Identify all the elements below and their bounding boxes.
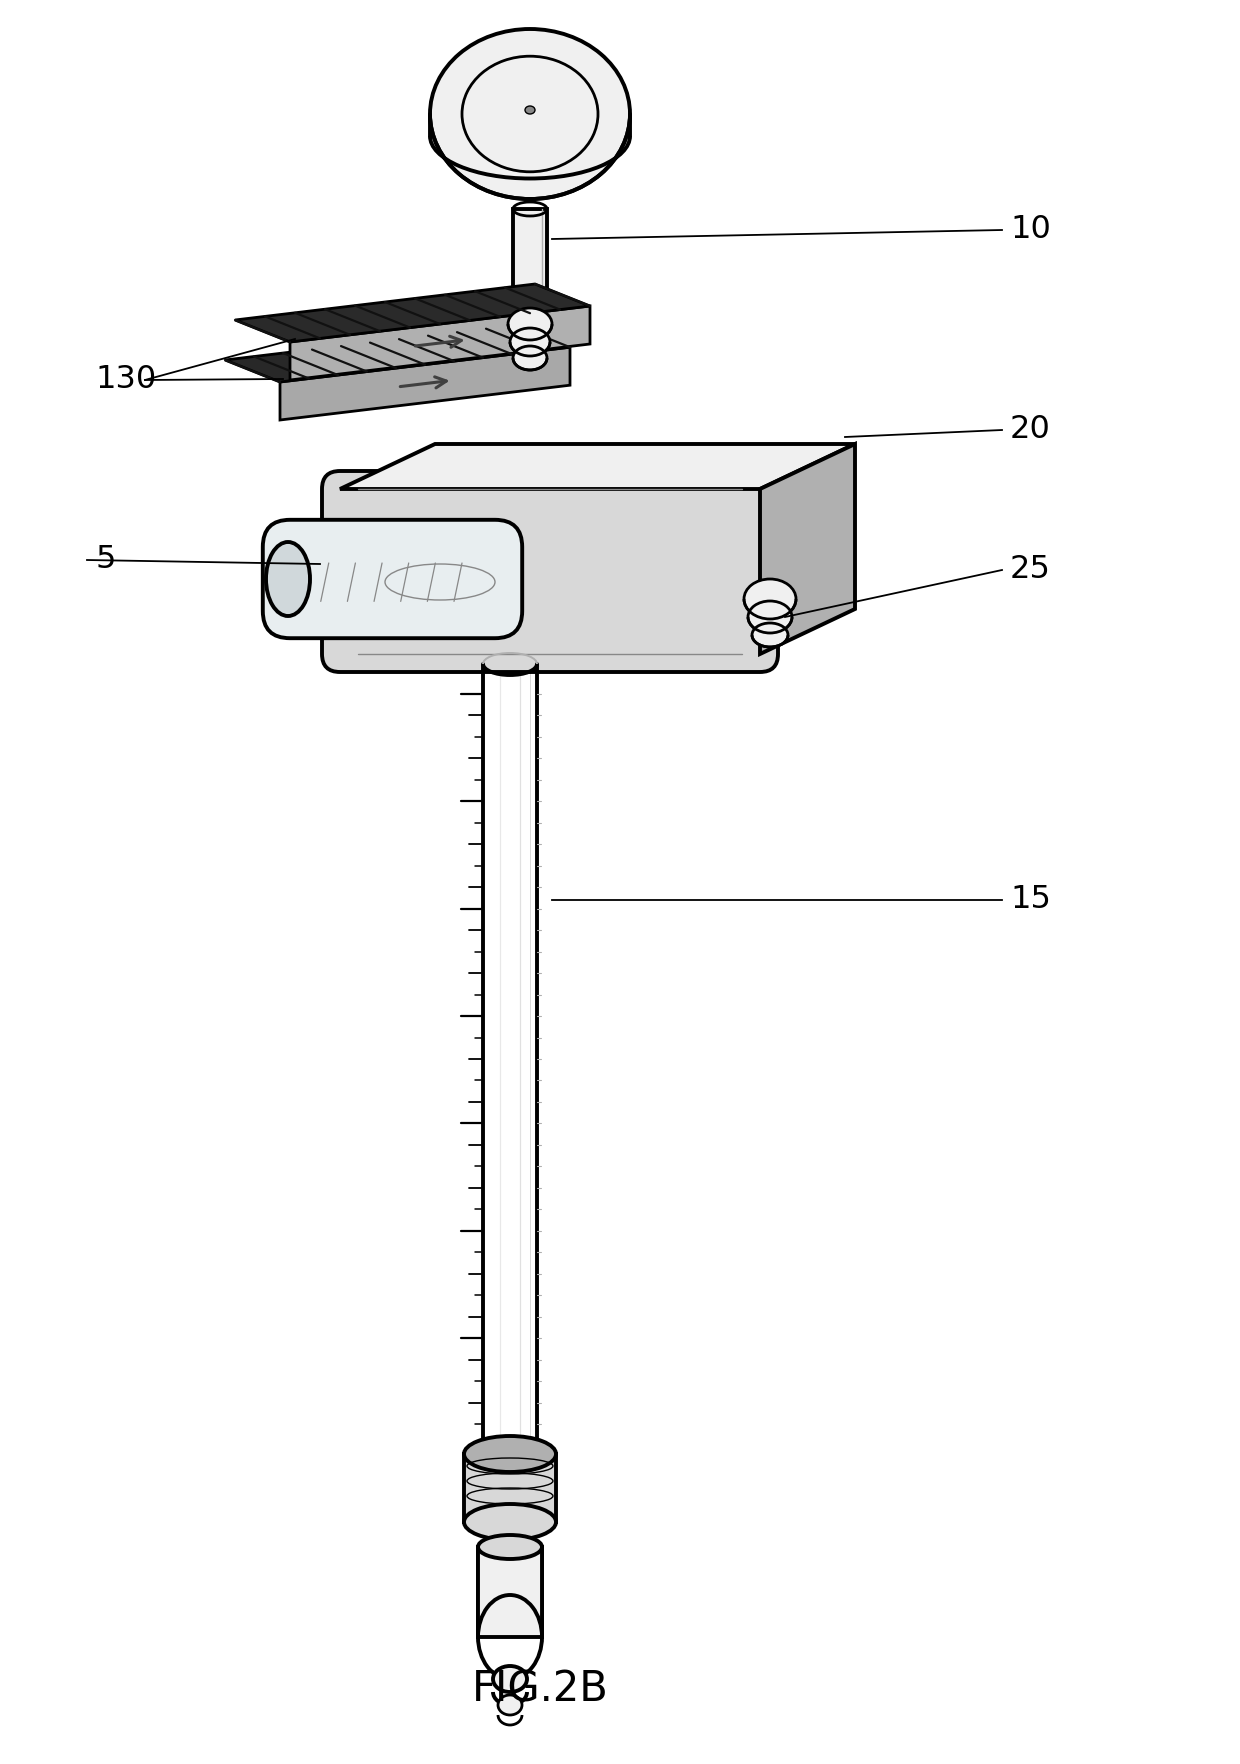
Text: 25: 25 bbox=[1011, 554, 1050, 586]
Ellipse shape bbox=[744, 579, 796, 619]
Ellipse shape bbox=[513, 346, 547, 370]
Ellipse shape bbox=[464, 1505, 556, 1540]
Polygon shape bbox=[477, 1547, 542, 1637]
Ellipse shape bbox=[430, 28, 630, 199]
Ellipse shape bbox=[494, 1665, 527, 1692]
Ellipse shape bbox=[525, 106, 534, 115]
Text: 5: 5 bbox=[95, 545, 115, 575]
Ellipse shape bbox=[508, 309, 552, 340]
Text: 20: 20 bbox=[1011, 415, 1050, 446]
Polygon shape bbox=[236, 284, 590, 342]
Ellipse shape bbox=[489, 1538, 532, 1556]
FancyBboxPatch shape bbox=[270, 527, 350, 632]
Polygon shape bbox=[290, 305, 590, 379]
Text: 130: 130 bbox=[95, 365, 156, 395]
Polygon shape bbox=[464, 1454, 556, 1522]
Polygon shape bbox=[280, 348, 570, 420]
FancyBboxPatch shape bbox=[263, 520, 522, 639]
Polygon shape bbox=[513, 208, 547, 314]
Text: 15: 15 bbox=[1011, 884, 1050, 916]
Ellipse shape bbox=[751, 623, 787, 647]
Ellipse shape bbox=[498, 1695, 522, 1715]
Polygon shape bbox=[340, 445, 856, 489]
Ellipse shape bbox=[510, 328, 551, 356]
Ellipse shape bbox=[464, 1436, 556, 1471]
Text: 10: 10 bbox=[1011, 215, 1050, 245]
Text: FIG.2B: FIG.2B bbox=[471, 1669, 609, 1709]
Polygon shape bbox=[760, 445, 856, 654]
Ellipse shape bbox=[748, 602, 792, 633]
Ellipse shape bbox=[267, 542, 310, 616]
FancyBboxPatch shape bbox=[322, 471, 777, 672]
Ellipse shape bbox=[477, 1535, 542, 1559]
Polygon shape bbox=[489, 1522, 532, 1547]
Polygon shape bbox=[224, 325, 570, 383]
